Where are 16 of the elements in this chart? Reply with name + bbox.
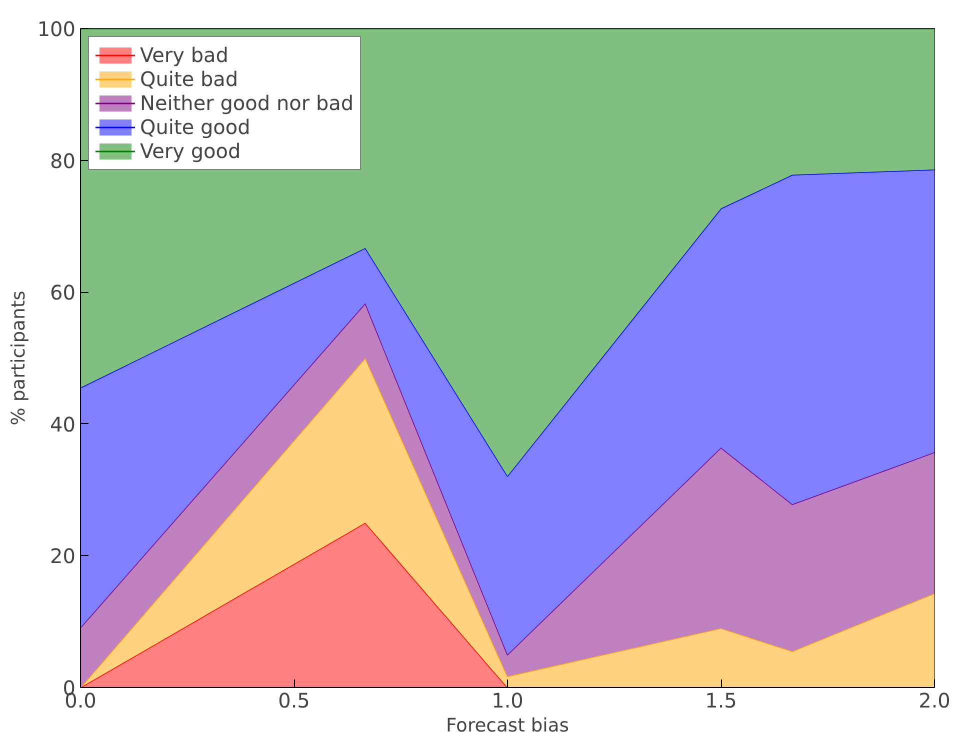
legend-label: Neither good nor bad	[140, 91, 354, 115]
x-tick-label: 1.0	[492, 688, 524, 712]
y-tick-label: 20	[50, 544, 76, 568]
x-tick-label: 2.0	[918, 688, 950, 712]
y-axis-title: % participants	[8, 290, 30, 426]
y-tick-label: 60	[50, 280, 76, 305]
y-tick-label: 40	[50, 412, 76, 436]
y-tick-label: 100	[37, 17, 76, 41]
x-tick-label: 1.5	[705, 688, 737, 712]
legend-label: Quite good	[140, 115, 250, 139]
legend-label: Very bad	[140, 43, 228, 67]
y-tick-label: 80	[50, 148, 76, 173]
x-axis-title: Forecast bias	[446, 716, 570, 736]
legend-label: Very good	[140, 139, 241, 163]
x-tick-label: 0.5	[278, 688, 310, 712]
legend-label: Quite bad	[140, 67, 238, 91]
